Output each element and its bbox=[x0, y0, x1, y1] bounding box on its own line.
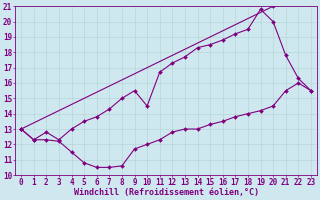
X-axis label: Windchill (Refroidissement éolien,°C): Windchill (Refroidissement éolien,°C) bbox=[74, 188, 259, 197]
